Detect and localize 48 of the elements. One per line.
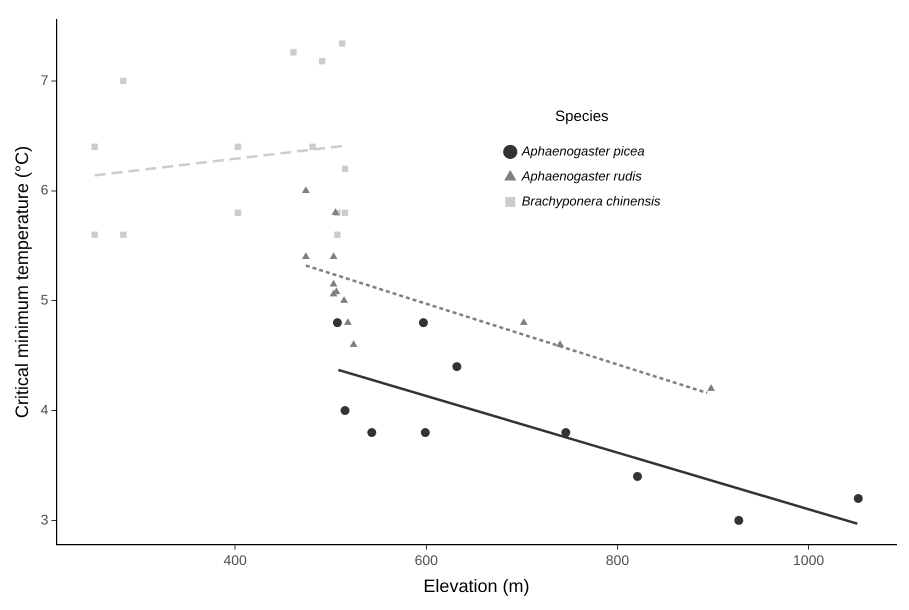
point (330, 280, 338, 286)
point (340, 296, 348, 303)
point (302, 252, 310, 259)
point (302, 186, 310, 194)
x-tick-label: 600 (414, 552, 438, 568)
point (332, 208, 340, 216)
point (234, 210, 242, 216)
point (452, 362, 462, 372)
legend-label: Aphaenogaster rudis (520, 168, 642, 184)
point (342, 210, 348, 216)
point (632, 472, 642, 481)
point (338, 40, 346, 47)
y-tick-label: 3 (40, 511, 49, 528)
point (707, 384, 715, 391)
legend-label: Brachyponera chinensis (522, 194, 661, 209)
x-tick-label: 800 (606, 552, 630, 568)
y-tick-label: 6 (40, 182, 49, 198)
legend-label: Aphaenogaster picea (520, 144, 645, 159)
y-tick-label: 7 (40, 72, 49, 88)
point (330, 252, 338, 259)
point (318, 58, 326, 64)
point (350, 340, 358, 347)
point (290, 49, 297, 56)
point (330, 290, 338, 296)
point (334, 232, 341, 238)
point (340, 406, 350, 416)
point (418, 318, 428, 328)
point (520, 318, 528, 325)
point (342, 166, 348, 172)
point (120, 78, 126, 84)
point (420, 428, 430, 438)
point (234, 144, 242, 150)
point (561, 428, 570, 438)
y-tick-label: 5 (40, 292, 49, 308)
point (91, 232, 98, 238)
point (734, 516, 744, 525)
y-tick-label: 4 (40, 401, 49, 418)
point (120, 232, 126, 238)
x-axis-title: Elevation (m) (423, 576, 530, 596)
x-tick-label: 1000 (792, 552, 824, 568)
point (332, 318, 342, 328)
legend-title: Species (555, 108, 609, 126)
point (854, 494, 863, 503)
point (344, 318, 352, 325)
point (91, 144, 98, 150)
point (367, 428, 376, 438)
y-axis-title: Critical minimum temperature (°C) (12, 146, 32, 418)
x-tick-label: 400 (223, 552, 248, 568)
